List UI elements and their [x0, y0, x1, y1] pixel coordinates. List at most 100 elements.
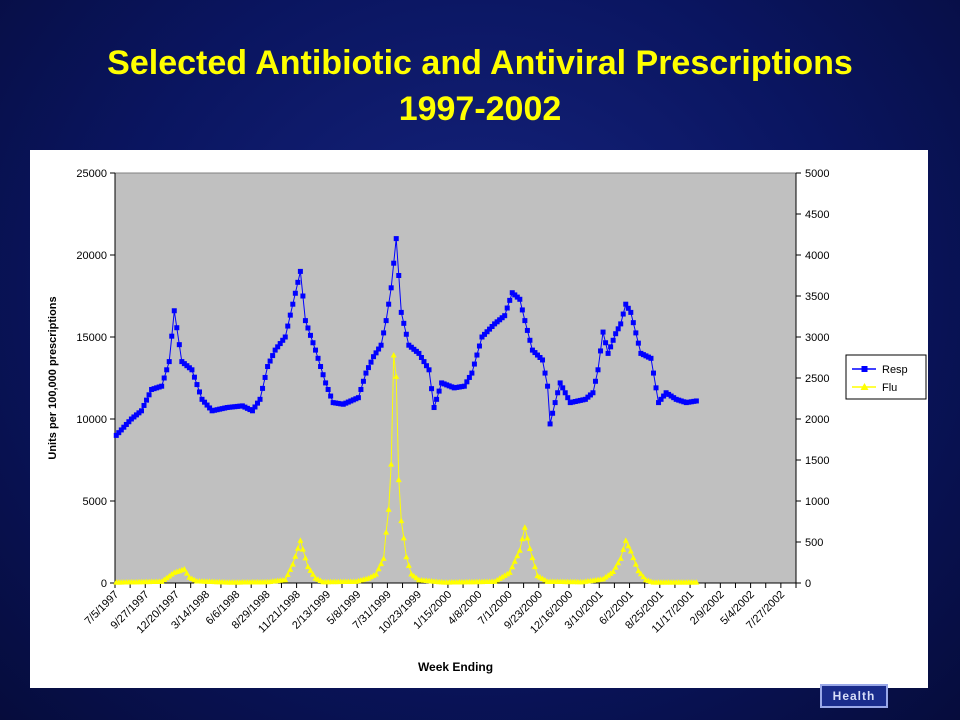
right-axis-tick-label: 4500 [805, 209, 829, 221]
flu-point [607, 570, 614, 576]
resp-point [408, 344, 414, 350]
resp-point [661, 393, 667, 399]
resp-point [363, 370, 369, 376]
flu-point [289, 561, 296, 567]
legend-marker-flu [860, 383, 869, 390]
resp-point [441, 381, 447, 387]
resp-point [159, 383, 165, 389]
resp-point [166, 359, 172, 365]
resp-point [532, 350, 538, 356]
resp-point [207, 405, 213, 411]
resp-point [381, 330, 387, 336]
flu-point [395, 476, 402, 483]
resp-point [688, 399, 694, 405]
flu-point [378, 560, 385, 567]
resp-point [613, 331, 619, 337]
resp-point [577, 397, 583, 403]
resp-point [585, 394, 591, 400]
resp-point [214, 407, 220, 413]
resp-point [640, 352, 646, 358]
resp-point [401, 320, 407, 326]
resp-point [512, 292, 518, 298]
flu-point [385, 506, 392, 512]
resp-point [610, 337, 616, 343]
resp-point [265, 364, 271, 370]
flu-point [504, 570, 511, 577]
resp-point [128, 416, 134, 422]
resp-point [570, 399, 576, 405]
resp-point [623, 301, 629, 307]
x-axis-title: Week Ending [418, 660, 493, 674]
resp-point [126, 419, 132, 425]
flu-point [405, 562, 412, 568]
resp-point [189, 367, 195, 373]
resp-point [527, 337, 533, 343]
resp-point [668, 393, 674, 399]
resp-point [275, 344, 281, 350]
legend-label-resp: Resp [882, 364, 908, 376]
resp-point [355, 395, 361, 401]
resp-point [517, 296, 523, 302]
resp-point [625, 305, 631, 311]
flu-point [183, 570, 190, 576]
resp-point [391, 260, 397, 266]
resp-point [227, 404, 233, 410]
left-axis-tick-label: 20000 [76, 250, 107, 262]
resp-point [575, 398, 581, 404]
resp-point [285, 323, 291, 329]
resp-point [691, 398, 697, 404]
resp-point [421, 359, 427, 365]
flu-point [612, 564, 619, 570]
resp-point [123, 421, 129, 427]
left-axis-tick-label: 25000 [76, 168, 107, 180]
resp-point [335, 400, 341, 406]
resp-point [272, 347, 278, 353]
resp-point [529, 347, 535, 353]
flu-point [292, 553, 299, 559]
resp-point [350, 397, 356, 403]
resp-point [403, 331, 409, 337]
resp-point [318, 364, 324, 370]
resp-point [295, 279, 301, 285]
flu-point [617, 555, 624, 561]
resp-point [260, 385, 266, 391]
resp-point [371, 354, 377, 360]
resp-point [194, 382, 200, 388]
left-axis-tick-label: 15000 [76, 332, 107, 344]
resp-point [693, 398, 699, 404]
resp-point [368, 359, 374, 365]
resp-point [476, 343, 482, 349]
flu-point [637, 570, 644, 577]
right-axis-tick-label: 1500 [805, 455, 829, 467]
flu-point [158, 578, 165, 584]
resp-point [615, 326, 621, 332]
resp-point [580, 397, 586, 403]
resp-point [149, 386, 155, 392]
resp-point [249, 408, 255, 414]
slide-title-line1: Selected Antibiotic and Antiviral Prescr… [107, 44, 853, 82]
resp-point [277, 341, 283, 347]
legend-label-flu: Flu [882, 382, 897, 394]
flu-point [390, 352, 397, 358]
flu-point [524, 534, 531, 541]
resp-point [630, 320, 636, 326]
flu-point [630, 554, 637, 561]
resp-point [676, 397, 682, 403]
flu-point [531, 563, 538, 570]
resp-point [398, 309, 404, 315]
resp-point [628, 309, 634, 315]
flu-point [635, 567, 642, 574]
resp-point [310, 340, 316, 346]
right-axis-tick-label: 5000 [805, 168, 829, 180]
resp-point [464, 379, 470, 385]
resp-point [234, 403, 240, 409]
flu-point [615, 559, 622, 566]
resp-point [262, 374, 268, 380]
resp-point [484, 329, 490, 335]
resp-point [474, 352, 480, 358]
resp-point [534, 352, 540, 358]
flu-point [509, 563, 516, 570]
resp-point [224, 405, 230, 411]
resp-point [431, 405, 437, 411]
resp-point [209, 408, 215, 414]
